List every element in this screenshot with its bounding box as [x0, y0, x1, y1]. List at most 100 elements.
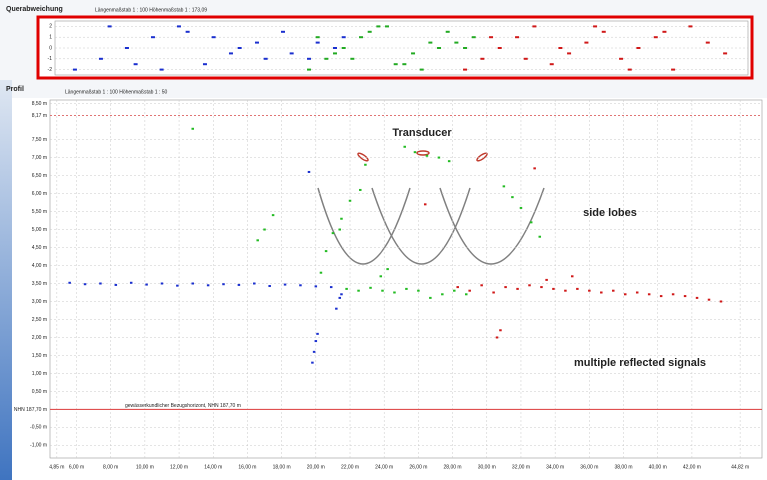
- data-point: [723, 52, 727, 54]
- x-tick-label: 34,00 m: [546, 464, 564, 470]
- data-point: [284, 284, 287, 286]
- data-point: [335, 308, 338, 310]
- data-point: [222, 283, 225, 285]
- side-strip: [0, 80, 12, 480]
- data-point: [281, 31, 285, 33]
- y-tick-label: -1,00 m: [30, 443, 47, 449]
- data-point: [385, 25, 389, 27]
- y-tick-label: 1,50 m: [32, 353, 47, 359]
- x-tick-label: 42,00 m: [683, 464, 701, 470]
- data-point: [207, 284, 210, 286]
- data-point: [130, 282, 133, 284]
- data-point: [441, 293, 444, 295]
- data-point: [311, 362, 314, 364]
- data-point: [229, 52, 233, 54]
- data-point: [545, 279, 548, 281]
- data-point: [386, 268, 389, 270]
- data-point: [316, 42, 320, 44]
- data-point: [299, 284, 302, 286]
- profile-bg: [12, 98, 767, 480]
- data-point: [708, 299, 711, 301]
- data-point: [272, 214, 275, 216]
- y-tick-label: 4,00 m: [32, 263, 47, 269]
- y-tick-label: 6,50 m: [32, 173, 47, 179]
- y-tick-label: 5,50 m: [32, 209, 47, 215]
- data-point: [571, 275, 574, 277]
- data-point: [315, 285, 318, 287]
- data-point: [402, 63, 406, 65]
- data-point: [307, 58, 311, 60]
- profile-subtitle: Längenmaßstab 1 : 100 Höhenmaßstab 1 : 5…: [65, 89, 168, 95]
- data-point: [465, 293, 468, 295]
- y-tick-label: 0,50 m: [32, 389, 47, 395]
- data-point: [564, 290, 567, 292]
- y-tick-label: -1: [48, 56, 53, 62]
- data-point: [340, 218, 343, 220]
- data-point: [191, 128, 194, 130]
- data-point: [463, 47, 467, 49]
- data-point: [263, 229, 266, 231]
- data-point: [191, 282, 194, 284]
- data-point: [428, 42, 432, 44]
- data-point: [238, 284, 241, 286]
- data-point: [480, 58, 484, 60]
- x-tick-label: 18,00 m: [273, 464, 291, 470]
- data-point: [151, 36, 155, 38]
- data-point: [489, 36, 493, 38]
- top-title: Querabweichung: [6, 6, 63, 13]
- data-point: [177, 25, 181, 27]
- x-tick-label: 36,00 m: [580, 464, 598, 470]
- data-point: [405, 288, 408, 290]
- data-point: [313, 351, 316, 353]
- y-tick-label: 2: [49, 24, 52, 30]
- data-point: [619, 58, 623, 60]
- data-point: [504, 286, 507, 288]
- data-point: [426, 155, 429, 157]
- data-point: [600, 291, 603, 293]
- data-point: [602, 31, 606, 33]
- data-point: [429, 297, 432, 299]
- data-point: [420, 69, 424, 71]
- data-point: [454, 42, 458, 44]
- y-tick-label: -0,50 m: [30, 425, 47, 431]
- x-tick-label: 22,00 m: [341, 464, 359, 470]
- data-point: [696, 297, 699, 299]
- data-point: [672, 293, 675, 295]
- data-point: [684, 295, 687, 297]
- x-tick-label: 14,00 m: [204, 464, 222, 470]
- data-point: [533, 167, 536, 169]
- y-tick-label: 2,50 m: [32, 317, 47, 323]
- data-point: [671, 69, 675, 71]
- y-tick-label: 3,50 m: [32, 281, 47, 287]
- data-point: [307, 69, 311, 71]
- y-tick-label: 3,00 m: [32, 299, 47, 305]
- data-point: [134, 63, 138, 65]
- annotation: Transducer: [392, 127, 452, 139]
- data-point: [503, 185, 506, 187]
- data-point: [688, 25, 692, 27]
- y-tick-label: 2,00 m: [32, 335, 47, 341]
- data-point: [115, 284, 118, 286]
- data-point: [203, 63, 207, 65]
- x-tick-label: 26,00 m: [409, 464, 427, 470]
- x-tick-label: 32,00 m: [512, 464, 530, 470]
- data-point: [720, 300, 723, 302]
- data-point: [499, 329, 502, 331]
- data-point: [339, 229, 342, 231]
- data-point: [532, 25, 536, 27]
- data-point: [660, 295, 663, 297]
- y-tick-label: 8,17 m: [32, 113, 47, 119]
- x-tick-label: 28,00 m: [444, 464, 462, 470]
- data-point: [99, 282, 102, 284]
- data-point: [414, 151, 417, 153]
- data-point: [403, 146, 406, 148]
- data-point: [145, 284, 148, 286]
- data-point: [552, 288, 555, 290]
- data-point: [516, 288, 519, 290]
- data-point: [108, 25, 112, 27]
- data-point: [524, 58, 528, 60]
- reference-label: gewässerkundlicher Bezugshorizont, NHN 1…: [125, 403, 241, 409]
- data-point: [99, 58, 103, 60]
- x-tick-label: 16,00 m: [238, 464, 256, 470]
- data-point: [316, 36, 320, 38]
